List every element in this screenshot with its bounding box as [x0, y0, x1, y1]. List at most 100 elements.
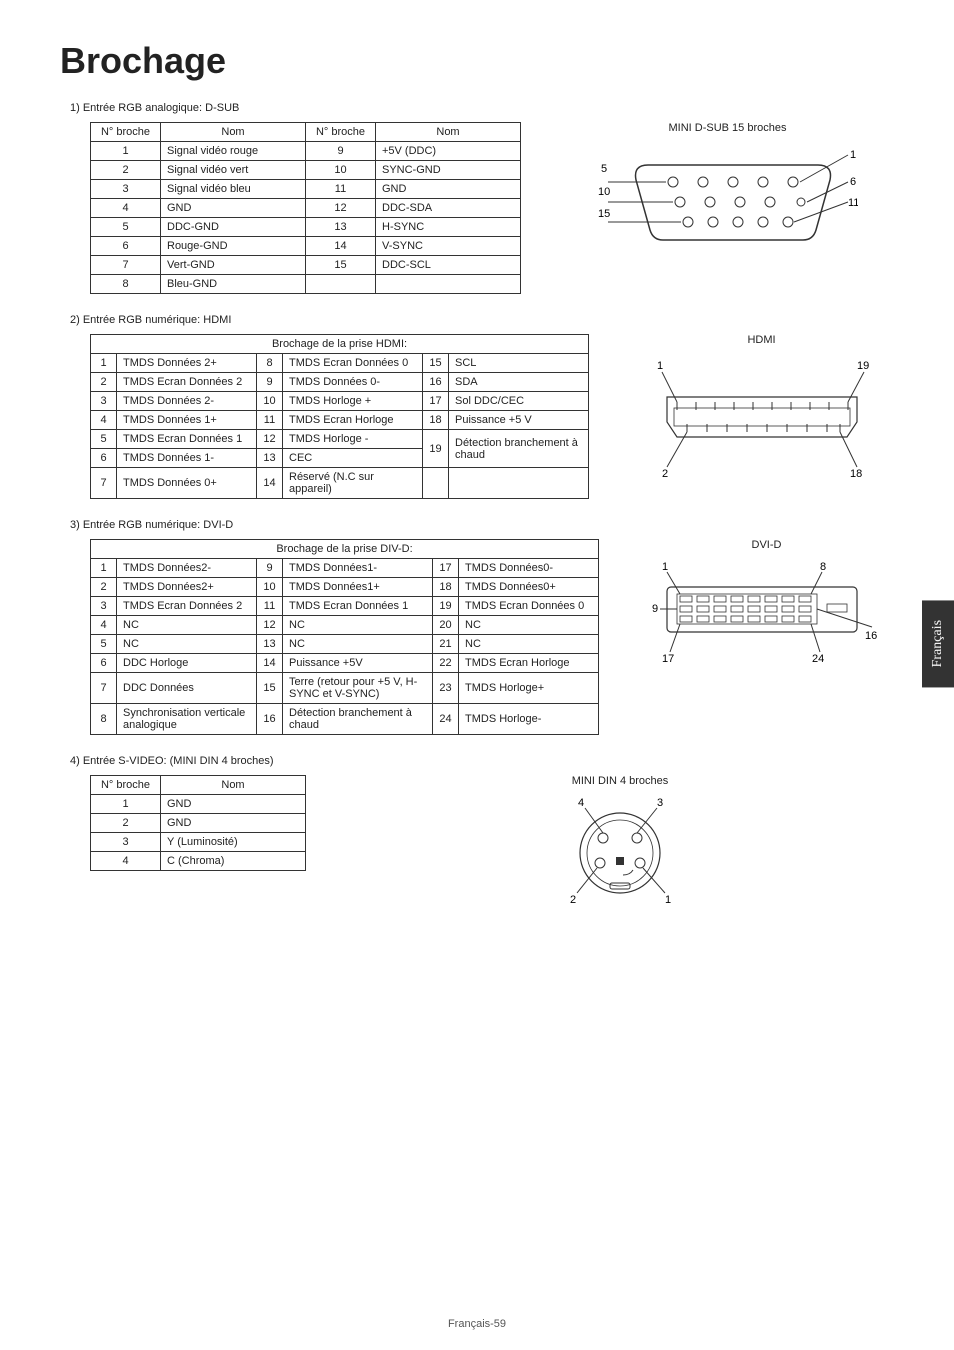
- svideo-diagram: MINI DIN 4 broches 4 3 2: [545, 775, 695, 916]
- cell: 23: [433, 673, 459, 704]
- cell: +5V (DDC): [376, 142, 521, 161]
- cell: 9: [306, 142, 376, 161]
- col-header: Nom: [161, 776, 306, 795]
- section-dsub: 1) Entrée RGB analogique: D-SUB N° broch…: [60, 102, 904, 294]
- pin-label: 19: [857, 360, 869, 372]
- cell: NC: [117, 635, 257, 654]
- diagram-label: HDMI: [652, 334, 872, 346]
- col-header: N° broche: [91, 123, 161, 142]
- cell: 2: [91, 814, 161, 833]
- pin-label: 18: [850, 468, 862, 480]
- cell: TMDS Horloge +: [283, 392, 423, 411]
- cell: TMDS Données2+: [117, 578, 257, 597]
- cell: DDC Données: [117, 673, 257, 704]
- diagram-label: DVI-D: [652, 539, 882, 551]
- cell: [376, 275, 521, 294]
- cell: 15: [306, 256, 376, 275]
- cell: Vert-GND: [161, 256, 306, 275]
- section-hdmi: 2) Entrée RGB numérique: HDMI Brochage d…: [60, 314, 904, 499]
- cell: 8: [91, 704, 117, 735]
- cell: 5: [91, 635, 117, 654]
- cell: GND: [161, 199, 306, 218]
- cell: V-SYNC: [376, 237, 521, 256]
- cell: GND: [161, 795, 306, 814]
- cell: GND: [376, 180, 521, 199]
- cell: 5: [91, 430, 117, 449]
- cell: 3: [91, 833, 161, 852]
- cell: Signal vidéo vert: [161, 161, 306, 180]
- cell: 2: [91, 161, 161, 180]
- cell: NC: [117, 616, 257, 635]
- cell: TMDS Ecran Horloge: [283, 411, 423, 430]
- dvid-diagram: DVI-D 1: [652, 539, 882, 670]
- cell: 11: [257, 597, 283, 616]
- pin-label: 11: [848, 197, 858, 209]
- pin-label: 1: [665, 894, 671, 906]
- cell: 22: [433, 654, 459, 673]
- cell: Rouge-GND: [161, 237, 306, 256]
- diagram-label: MINI DIN 4 broches: [545, 775, 695, 787]
- hdmi-diagram: HDMI 1 19 2 18: [652, 334, 872, 485]
- col-header: N° broche: [91, 776, 161, 795]
- pin-label: 1: [657, 360, 663, 372]
- cell: TMDS Données 0+: [117, 468, 257, 499]
- pin-label: 1: [662, 561, 668, 573]
- svideo-table: N° broche Nom 1 GND2 GND3 Y (Luminosité)…: [90, 775, 306, 871]
- cell: TMDS Ecran Données 0: [459, 597, 599, 616]
- cell: Réservé (N.C sur appareil): [283, 468, 423, 499]
- cell: 3: [91, 392, 117, 411]
- language-tab: Français: [922, 600, 954, 687]
- cell: 14: [257, 654, 283, 673]
- hdmi-header: 2) Entrée RGB numérique: HDMI: [70, 314, 904, 326]
- cell: 10: [257, 392, 283, 411]
- svideo-header: 4) Entrée S-VIDEO: (MINI DIN 4 broches): [70, 755, 904, 767]
- cell: 15: [257, 673, 283, 704]
- cell: 5: [91, 218, 161, 237]
- cell: NC: [283, 616, 433, 635]
- pin-label: 4: [578, 797, 584, 809]
- cell: 7: [91, 256, 161, 275]
- cell: 12: [306, 199, 376, 218]
- cell: 7: [91, 673, 117, 704]
- pin-label: 2: [570, 894, 576, 906]
- page-footer: Français-59: [0, 1318, 954, 1330]
- cell: Bleu-GND: [161, 275, 306, 294]
- cell: 8: [257, 354, 283, 373]
- cell: SCL: [449, 354, 589, 373]
- cell: C (Chroma): [161, 852, 306, 871]
- cell: DDC-GND: [161, 218, 306, 237]
- cell: 2: [91, 373, 117, 392]
- cell: DDC-SCL: [376, 256, 521, 275]
- cell: TMDS Données2-: [117, 559, 257, 578]
- cell: TMDS Données1+: [283, 578, 433, 597]
- cell: 4: [91, 411, 117, 430]
- dsub-table: N° broche Nom N° broche Nom 1 Signal vid…: [90, 122, 521, 294]
- cell: 17: [423, 392, 449, 411]
- cell: 2: [91, 578, 117, 597]
- cell: 21: [433, 635, 459, 654]
- cell: 24: [433, 704, 459, 735]
- section-dvid: 3) Entrée RGB numérique: DVI-D Brochage …: [60, 519, 904, 735]
- cell: 15: [423, 354, 449, 373]
- cell: H-SYNC: [376, 218, 521, 237]
- col-header: Nom: [161, 123, 306, 142]
- pin-label: 8: [820, 561, 826, 573]
- cell: DDC Horloge: [117, 654, 257, 673]
- cell: TMDS Données 2+: [117, 354, 257, 373]
- cell: Y (Luminosité): [161, 833, 306, 852]
- cell: 16: [423, 373, 449, 392]
- col-header: N° broche: [306, 123, 376, 142]
- cell: NC: [283, 635, 433, 654]
- pin-label: 2: [662, 468, 668, 480]
- dsub-header: 1) Entrée RGB analogique: D-SUB: [70, 102, 904, 114]
- col-header: Nom: [376, 123, 521, 142]
- pin-label: 10: [598, 186, 610, 198]
- cell: SYNC-GND: [376, 161, 521, 180]
- cell: [306, 275, 376, 294]
- pin-label: 1: [850, 149, 856, 161]
- pin-label: 17: [662, 653, 674, 665]
- cell: 13: [306, 218, 376, 237]
- cell: TMDS Données1-: [283, 559, 433, 578]
- cell: 11: [257, 411, 283, 430]
- cell: 1: [91, 795, 161, 814]
